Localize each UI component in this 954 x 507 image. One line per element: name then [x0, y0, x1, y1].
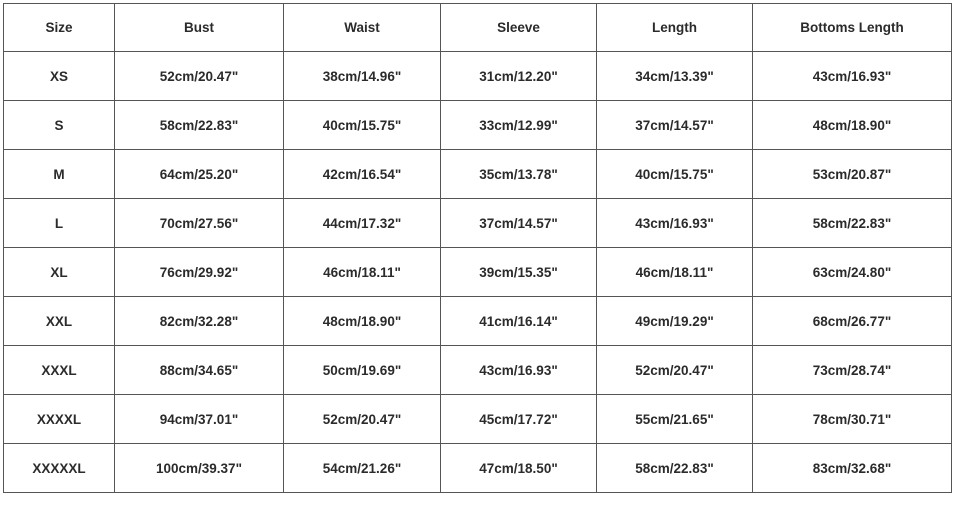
table-row: S 58cm/22.83" 40cm/15.75" 33cm/12.99" 37cm/1… — [3, 100, 952, 150]
table-row: XL 76cm/29.92" 46cm/18.11" 39cm/15.35" 46cm/… — [3, 247, 952, 297]
size-cell: L — [3, 198, 115, 248]
size-cell: XXXXL — [3, 394, 115, 444]
size-chart-table: Size Bust Waist Sleeve Length Bottoms Length … — [3, 3, 952, 493]
table-row: XS 52cm/20.47" 38cm/14.96" 31cm/12.20" 34cm/… — [3, 51, 952, 101]
measurement-cell: 43cm/16.93" — [596, 198, 753, 248]
measurement-cell: 52cm/20.47" — [114, 51, 284, 101]
measurement-cell: 78cm/30.71" — [752, 394, 952, 444]
measurement-cell: 58cm/22.83" — [596, 443, 753, 493]
size-cell: S — [3, 100, 115, 150]
measurement-cell: 63cm/24.80" — [752, 247, 952, 297]
measurement-cell: 40cm/15.75" — [596, 149, 753, 199]
measurement-cell: 43cm/16.93" — [752, 51, 952, 101]
column-header-length: Length — [596, 3, 753, 52]
size-cell: XXXL — [3, 345, 115, 395]
measurement-cell: 38cm/14.96" — [283, 51, 441, 101]
table-body: XS 52cm/20.47" 38cm/14.96" 31cm/12.20" 34cm/… — [3, 51, 952, 493]
measurement-cell: 58cm/22.83" — [752, 198, 952, 248]
measurement-cell: 46cm/18.11" — [283, 247, 441, 297]
column-header-bottoms-length: Bottoms Length — [752, 3, 952, 52]
measurement-cell: 55cm/21.65" — [596, 394, 753, 444]
measurement-cell: 58cm/22.83" — [114, 100, 284, 150]
measurement-cell: 43cm/16.93" — [440, 345, 597, 395]
measurement-cell: 94cm/37.01" — [114, 394, 284, 444]
measurement-cell: 33cm/12.99" — [440, 100, 597, 150]
measurement-cell: 83cm/32.68" — [752, 443, 952, 493]
measurement-cell: 54cm/21.26" — [283, 443, 441, 493]
measurement-cell: 100cm/39.37" — [114, 443, 284, 493]
table-row: XXXXXL 100cm/39.37" 54cm/21.26" 47cm/18.50"… — [3, 443, 952, 493]
measurement-cell: 44cm/17.32" — [283, 198, 441, 248]
measurement-cell: 64cm/25.20" — [114, 149, 284, 199]
table-row: M 64cm/25.20" 42cm/16.54" 35cm/13.78" 40cm/1… — [3, 149, 952, 199]
measurement-cell: 37cm/14.57" — [596, 100, 753, 150]
measurement-cell: 50cm/19.69" — [283, 345, 441, 395]
column-header-size: Size — [3, 3, 115, 52]
measurement-cell: 52cm/20.47" — [283, 394, 441, 444]
column-header-sleeve: Sleeve — [440, 3, 597, 52]
measurement-cell: 48cm/18.90" — [752, 100, 952, 150]
table-row: XXXL 88cm/34.65" 50cm/19.69" 43cm/16.93" 52c… — [3, 345, 952, 395]
measurement-cell: 31cm/12.20" — [440, 51, 597, 101]
column-header-waist: Waist — [283, 3, 441, 52]
measurement-cell: 70cm/27.56" — [114, 198, 284, 248]
table-row: XXXXL 94cm/37.01" 52cm/20.47" 45cm/17.72" 55… — [3, 394, 952, 444]
measurement-cell: 82cm/32.28" — [114, 296, 284, 346]
measurement-cell: 35cm/13.78" — [440, 149, 597, 199]
measurement-cell: 68cm/26.77" — [752, 296, 952, 346]
measurement-cell: 45cm/17.72" — [440, 394, 597, 444]
table-row: L 70cm/27.56" 44cm/17.32" 37cm/14.57" 43cm/1… — [3, 198, 952, 248]
measurement-cell: 53cm/20.87" — [752, 149, 952, 199]
measurement-cell: 46cm/18.11" — [596, 247, 753, 297]
size-cell: XXL — [3, 296, 115, 346]
measurement-cell: 41cm/16.14" — [440, 296, 597, 346]
measurement-cell: 42cm/16.54" — [283, 149, 441, 199]
table-row: XXL 82cm/32.28" 48cm/18.90" 41cm/16.14" 49cm… — [3, 296, 952, 346]
size-cell: M — [3, 149, 115, 199]
measurement-cell: 52cm/20.47" — [596, 345, 753, 395]
measurement-cell: 37cm/14.57" — [440, 198, 597, 248]
measurement-cell: 47cm/18.50" — [440, 443, 597, 493]
header-row: Size Bust Waist Sleeve Length Bottoms Length — [3, 3, 952, 52]
measurement-cell: 73cm/28.74" — [752, 345, 952, 395]
measurement-cell: 49cm/19.29" — [596, 296, 753, 346]
measurement-cell: 48cm/18.90" — [283, 296, 441, 346]
measurement-cell: 40cm/15.75" — [283, 100, 441, 150]
measurement-cell: 34cm/13.39" — [596, 51, 753, 101]
measurement-cell: 76cm/29.92" — [114, 247, 284, 297]
size-cell: XL — [3, 247, 115, 297]
column-header-bust: Bust — [114, 3, 284, 52]
size-cell: XS — [3, 51, 115, 101]
measurement-cell: 88cm/34.65" — [114, 345, 284, 395]
measurement-cell: 39cm/15.35" — [440, 247, 597, 297]
size-cell: XXXXXL — [3, 443, 115, 493]
